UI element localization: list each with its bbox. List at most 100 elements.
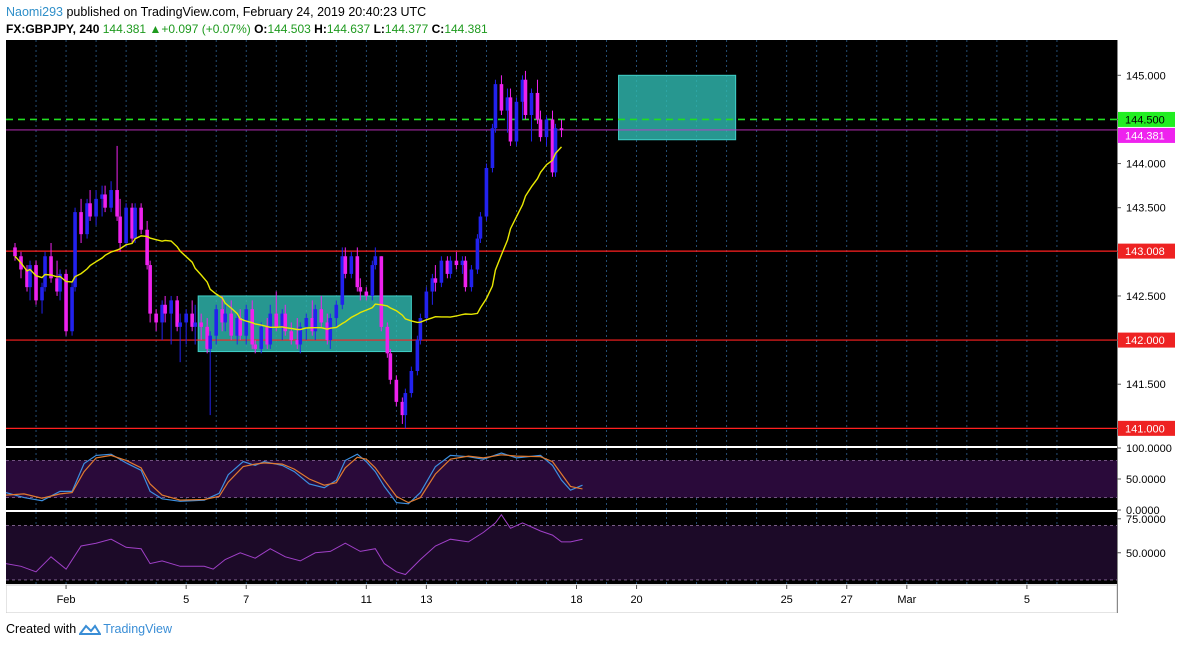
- candle-body[interactable]: [238, 318, 243, 336]
- candle-body[interactable]: [250, 309, 255, 345]
- candle-body[interactable]: [118, 216, 122, 243]
- candle-body[interactable]: [214, 309, 218, 336]
- candle-body[interactable]: [184, 313, 188, 323]
- candle-body[interactable]: [409, 370, 414, 394]
- candle-body[interactable]: [319, 309, 324, 323]
- candle-body[interactable]: [493, 84, 498, 129]
- candle-body[interactable]: [394, 379, 399, 402]
- candle-body[interactable]: [295, 340, 300, 345]
- candle-body[interactable]: [205, 326, 209, 349]
- candle-body[interactable]: [43, 256, 47, 288]
- candle-body[interactable]: [460, 260, 465, 266]
- candle-body[interactable]: [133, 207, 137, 239]
- candle-body[interactable]: [553, 128, 558, 173]
- candle-body[interactable]: [109, 190, 113, 208]
- candle-body[interactable]: [475, 238, 480, 270]
- candle-body[interactable]: [253, 344, 258, 349]
- candle-body[interactable]: [259, 326, 264, 349]
- candle-body[interactable]: [430, 278, 435, 292]
- candle-body[interactable]: [280, 313, 285, 327]
- candle-body[interactable]: [364, 291, 369, 296]
- candle-body[interactable]: [115, 190, 119, 217]
- candle-body[interactable]: [178, 322, 182, 327]
- candle-body[interactable]: [199, 322, 203, 327]
- candle-body[interactable]: [448, 260, 453, 274]
- candle-body[interactable]: [70, 287, 74, 332]
- candle-body[interactable]: [175, 300, 179, 327]
- candle-body[interactable]: [13, 247, 17, 257]
- candle-body[interactable]: [298, 326, 303, 345]
- candle-body[interactable]: [544, 119, 549, 138]
- candle-body[interactable]: [94, 198, 98, 217]
- candle-body[interactable]: [145, 229, 149, 266]
- candle-body[interactable]: [100, 194, 104, 199]
- candle-body[interactable]: [370, 265, 375, 296]
- candle-body[interactable]: [325, 322, 330, 341]
- candle-body[interactable]: [103, 194, 107, 208]
- candle-body[interactable]: [124, 207, 128, 243]
- candle-body[interactable]: [208, 335, 212, 349]
- candle-body[interactable]: [40, 287, 44, 301]
- candle-body[interactable]: [73, 212, 77, 288]
- candle-body[interactable]: [139, 207, 143, 230]
- candle-body[interactable]: [313, 309, 318, 332]
- candle-body[interactable]: [535, 92, 540, 120]
- author-link[interactable]: Naomi293: [6, 5, 63, 19]
- candle-body[interactable]: [418, 318, 423, 341]
- candle-body[interactable]: [190, 313, 194, 327]
- candle-body[interactable]: [520, 79, 525, 102]
- candle-body[interactable]: [79, 212, 83, 235]
- candle-body[interactable]: [334, 304, 339, 319]
- candle-body[interactable]: [274, 313, 279, 327]
- candle-body[interactable]: [484, 167, 489, 217]
- candle-body[interactable]: [28, 265, 32, 288]
- consolidation-box[interactable]: [618, 74, 737, 141]
- candle-body[interactable]: [55, 278, 59, 292]
- candle-body[interactable]: [463, 260, 468, 288]
- candle-body[interactable]: [559, 128, 564, 130]
- candle-body[interactable]: [58, 273, 62, 292]
- candle-body[interactable]: [424, 291, 429, 319]
- candle-body[interactable]: [379, 256, 384, 327]
- candle-body[interactable]: [289, 331, 294, 341]
- candle-body[interactable]: [160, 304, 164, 323]
- candle-body[interactable]: [355, 256, 360, 288]
- candle-body[interactable]: [268, 313, 273, 345]
- candle-body[interactable]: [130, 207, 134, 239]
- candle-body[interactable]: [34, 265, 38, 301]
- candle-body[interactable]: [469, 269, 474, 288]
- candle-body[interactable]: [154, 313, 158, 323]
- candle-body[interactable]: [373, 256, 378, 266]
- candle-body[interactable]: [340, 256, 345, 305]
- candle-body[interactable]: [550, 119, 555, 173]
- candle-body[interactable]: [385, 326, 390, 354]
- candle-body[interactable]: [244, 309, 249, 336]
- candle-body[interactable]: [490, 128, 495, 168]
- candle-body[interactable]: [415, 340, 420, 371]
- candle-body[interactable]: [64, 273, 68, 332]
- candle-body[interactable]: [235, 318, 240, 336]
- candle-body[interactable]: [343, 256, 348, 274]
- candle-body[interactable]: [478, 216, 483, 239]
- candle-body[interactable]: [328, 318, 333, 341]
- candle-body[interactable]: [499, 84, 504, 111]
- candle-body[interactable]: [310, 318, 315, 332]
- candle-body[interactable]: [265, 326, 270, 345]
- candle-body[interactable]: [49, 256, 53, 279]
- candle-body[interactable]: [25, 269, 29, 288]
- candle-body[interactable]: [193, 322, 197, 327]
- candle-body[interactable]: [283, 313, 288, 332]
- tradingview-link[interactable]: TradingView: [103, 622, 172, 636]
- candle-body[interactable]: [349, 256, 354, 274]
- candle-body[interactable]: [514, 101, 519, 142]
- candle-body[interactable]: [400, 401, 405, 416]
- candle-body[interactable]: [358, 287, 363, 292]
- candle-body[interactable]: [304, 318, 309, 327]
- candle-body[interactable]: [403, 393, 408, 416]
- candle-body[interactable]: [538, 119, 543, 138]
- candle-body[interactable]: [529, 92, 534, 116]
- candle-body[interactable]: [85, 203, 89, 235]
- candle-body[interactable]: [439, 260, 444, 283]
- candle-body[interactable]: [229, 313, 234, 336]
- candle-body[interactable]: [388, 353, 393, 380]
